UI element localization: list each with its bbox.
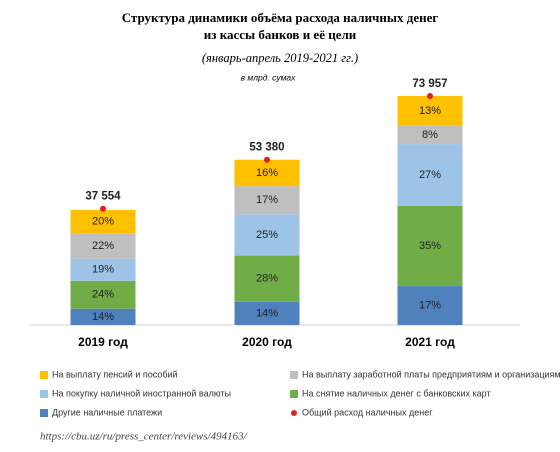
total-marker — [264, 156, 270, 163]
data-label: 27% — [419, 169, 441, 181]
bar-segment — [70, 308, 136, 325]
bar-segment — [70, 280, 136, 309]
legend-swatch — [40, 371, 48, 379]
data-label: 8% — [422, 129, 438, 141]
bar-segment — [70, 209, 136, 234]
bar-segment — [234, 255, 300, 302]
legend-label: На покупку наличной иностранной валюты — [52, 388, 231, 398]
total-label: 37 554 — [85, 191, 121, 203]
bar-segment — [397, 205, 463, 287]
legend-label: На выплату заработной платы предприятиям… — [302, 369, 560, 379]
data-label: 14% — [256, 307, 278, 319]
data-label: 19% — [92, 264, 114, 276]
total-label: 53 380 — [249, 142, 284, 154]
data-label: 14% — [92, 311, 114, 323]
legend-swatch — [290, 390, 298, 398]
total-label: 73 957 — [412, 78, 447, 90]
chart-title: Структура динамики объёма расхода наличн… — [122, 10, 439, 25]
data-label: 16% — [256, 167, 278, 179]
total-marker — [427, 93, 433, 99]
chart-title: из кассы банков и её цели — [204, 27, 357, 42]
data-label: 25% — [256, 229, 278, 241]
data-label: 17% — [256, 194, 278, 206]
bar-segment — [70, 258, 136, 281]
legend-swatch — [291, 410, 297, 416]
data-label: 24% — [92, 289, 114, 301]
bar-segment — [234, 214, 300, 256]
unit-note: в млрд. сумах — [241, 72, 297, 82]
chart-subtitle: (январь-апрель 2019-2021 гг.) — [202, 51, 358, 65]
data-label: 17% — [419, 299, 441, 311]
bar-segment — [397, 286, 463, 325]
source: https://cbu.uz/ru/press_center/reviews/4… — [40, 431, 248, 443]
legend-label: Другие наличные платежи — [52, 407, 162, 417]
legend-swatch — [290, 371, 298, 379]
x-tick-label: 2020 год — [242, 335, 292, 349]
data-label: 22% — [92, 240, 114, 252]
bar-segment — [234, 159, 300, 187]
data-label: 20% — [92, 215, 114, 227]
bar-segment — [397, 125, 463, 145]
data-label: 13% — [419, 105, 441, 117]
data-label: 35% — [419, 240, 441, 252]
legend-swatch — [40, 409, 48, 417]
bar-segment — [70, 233, 136, 259]
bar-segment — [397, 144, 463, 206]
legend-label: На снятие наличных денег с банковских ка… — [302, 388, 491, 398]
x-tick-label: 2019 год — [78, 335, 128, 349]
legend-label: Общий расход наличных денег — [302, 407, 433, 417]
data-label: 28% — [256, 273, 278, 285]
bar-segment — [234, 301, 300, 325]
legend-label: На выплату пенсий и пособий — [52, 369, 178, 379]
total-marker — [100, 205, 106, 212]
x-tick-label: 2021 год — [405, 335, 455, 349]
bar-segment — [397, 96, 463, 126]
legend-swatch — [40, 390, 48, 398]
bar-segment — [234, 186, 300, 215]
